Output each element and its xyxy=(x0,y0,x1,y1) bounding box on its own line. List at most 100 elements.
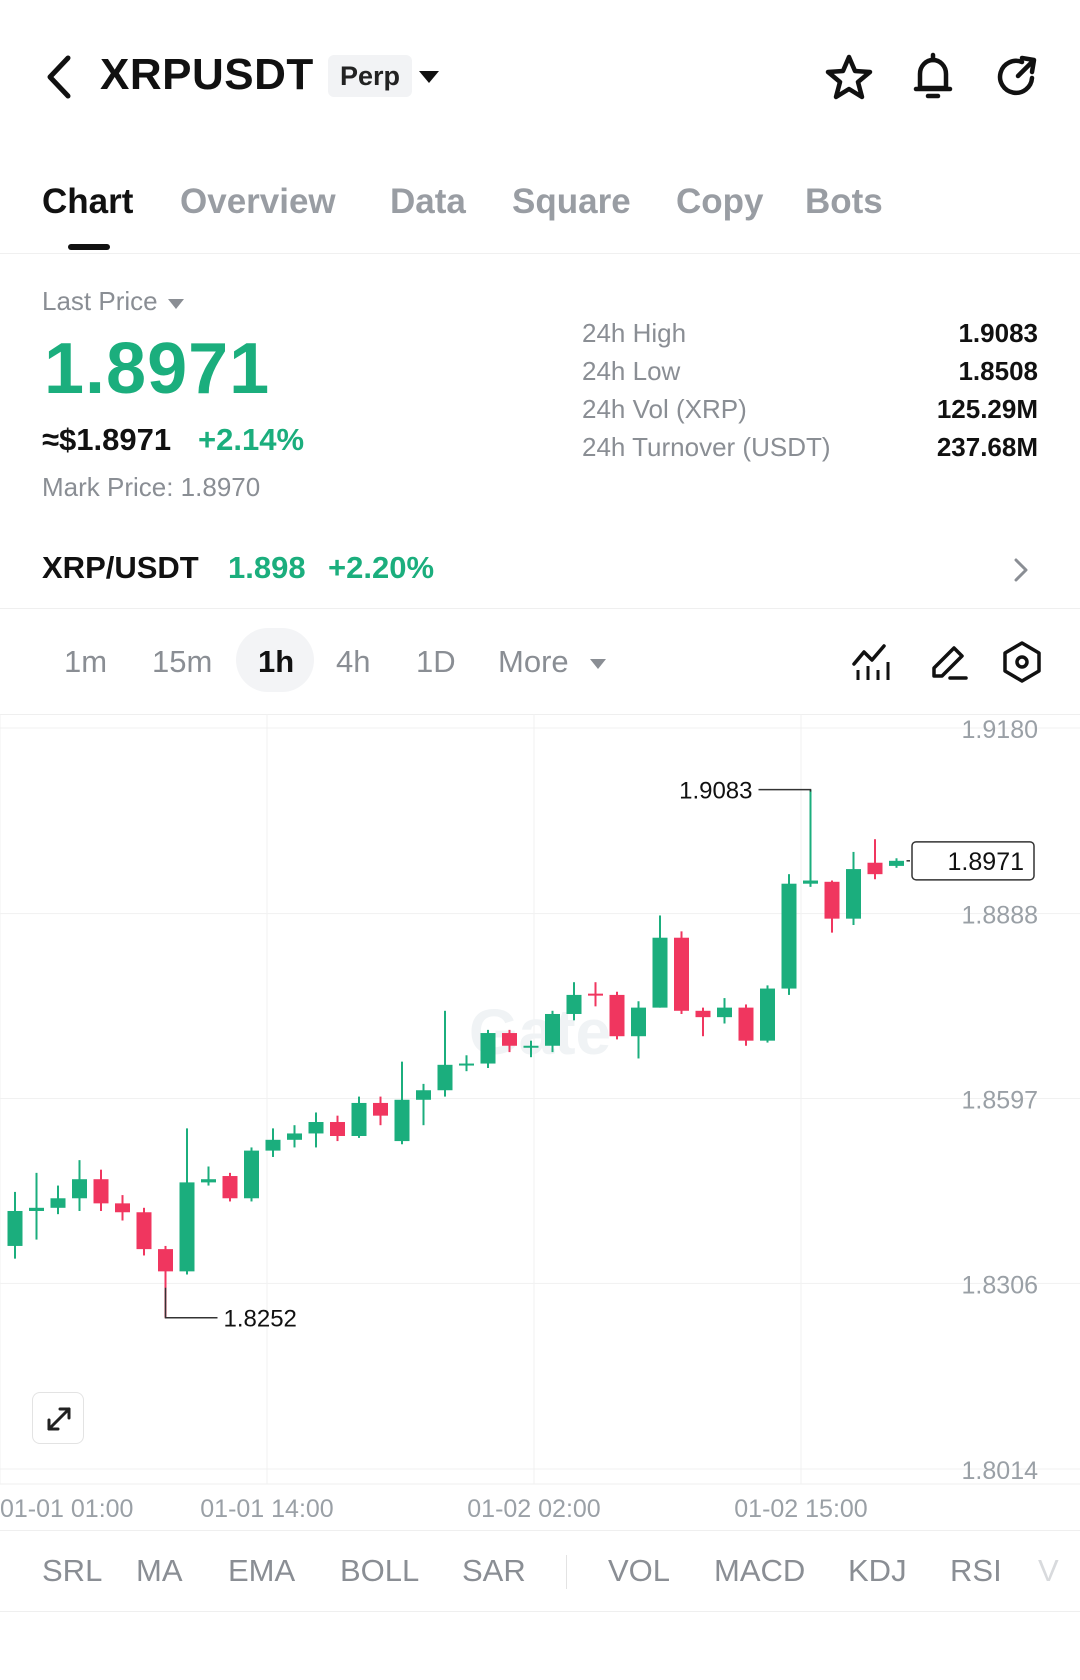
y-axis-tick-label: 1.8888 xyxy=(962,902,1038,930)
indicator-rsi[interactable]: RSI xyxy=(950,1553,1002,1588)
y-axis-tick-label: 1.8014 xyxy=(962,1457,1039,1485)
candle-body xyxy=(158,1249,173,1272)
low-marker-label: 1.8252 xyxy=(224,1306,297,1333)
interval-more[interactable]: More xyxy=(498,644,569,679)
candle-body xyxy=(416,1090,431,1100)
divider xyxy=(0,714,1080,715)
current-price-label: 1.8971 xyxy=(948,848,1024,876)
indicator-sar[interactable]: SAR xyxy=(462,1553,526,1588)
tab-data[interactable]: Data xyxy=(390,182,466,221)
x-axis-tick-label: 01-02 15:00 xyxy=(734,1495,867,1523)
candle-body xyxy=(889,860,904,866)
expand-icon xyxy=(47,1407,71,1431)
spot-change: +2.20% xyxy=(328,550,435,585)
tab-overview[interactable]: Overview xyxy=(180,182,336,221)
interval-1m[interactable]: 1m xyxy=(64,644,108,679)
candlestick-chart[interactable]: 1.9180 1.8888 1.8597 1.8306 1.8014 01-01 01:0… xyxy=(0,714,1080,1524)
candle-body xyxy=(738,1007,754,1041)
indicator-ema[interactable]: EMA xyxy=(228,1553,296,1588)
candle-body xyxy=(244,1150,259,1199)
indicator-overflow[interactable]: V xyxy=(1038,1553,1059,1588)
candle-body xyxy=(502,1033,517,1046)
spot-pair-row[interactable]: XRP/USDT 1.898 +2.20% xyxy=(0,536,1080,608)
refresh-icon[interactable] xyxy=(992,52,1042,102)
mark-price: Mark Price: 1.8970 xyxy=(42,472,261,502)
stat-label-volume: 24h Vol (XRP) xyxy=(582,394,747,424)
indicator-kdj[interactable]: KDJ xyxy=(848,1553,907,1588)
candle-body xyxy=(308,1122,324,1134)
interval-selector: 1m 15m 1h 4h 1D More xyxy=(0,628,1080,698)
caret-down-icon[interactable] xyxy=(166,296,186,312)
candle-body xyxy=(330,1122,345,1136)
bell-icon[interactable] xyxy=(908,52,958,102)
candle-body xyxy=(29,1207,44,1211)
active-interval-pill xyxy=(236,628,314,692)
candle-body xyxy=(824,881,840,919)
candle-body xyxy=(265,1139,281,1151)
candle-body xyxy=(695,1010,711,1018)
y-axis-tick-label: 1.8306 xyxy=(962,1271,1038,1299)
stat-label-low: 24h Low xyxy=(582,356,681,386)
candle-body xyxy=(136,1212,152,1250)
settings-hex-icon[interactable] xyxy=(1000,640,1044,684)
chevron-right-icon xyxy=(1014,558,1028,582)
indicator-vol[interactable]: VOL xyxy=(608,1553,671,1588)
fullscreen-button[interactable] xyxy=(32,1392,84,1444)
candle-body xyxy=(588,993,603,996)
divider xyxy=(0,608,1080,609)
caret-down-icon[interactable] xyxy=(588,656,608,672)
tab-chart[interactable]: Chart xyxy=(42,182,134,221)
tab-bots[interactable]: Bots xyxy=(805,182,883,221)
back-arrow-icon[interactable] xyxy=(40,52,80,102)
candle-body xyxy=(459,1063,474,1066)
candle-body xyxy=(717,1007,732,1018)
candle-body xyxy=(545,1013,560,1046)
interval-15m[interactable]: 15m xyxy=(152,644,213,679)
price-change-percent: +2.14% xyxy=(198,422,305,457)
main-tabs: Chart Overview Data Square Copy Bots xyxy=(0,170,1080,254)
last-price-label[interactable]: Last Price xyxy=(42,286,158,316)
tab-square[interactable]: Square xyxy=(512,182,631,221)
indicator-icon[interactable] xyxy=(850,640,894,684)
candle-body xyxy=(179,1182,195,1272)
contract-type-badge[interactable]: Perp xyxy=(328,55,413,97)
x-axis-tick-label: 01-01 01:00 xyxy=(0,1495,133,1523)
stat-value-turnover: 237.68M xyxy=(936,432,1038,462)
candle-body xyxy=(93,1179,109,1204)
candle-body xyxy=(609,994,625,1037)
y-axis-tick-label: 1.9180 xyxy=(962,716,1038,744)
low-marker-line xyxy=(164,1287,218,1319)
candle-body xyxy=(437,1064,453,1091)
spot-pair-name: XRP/USDT xyxy=(42,550,199,585)
candle-body xyxy=(846,869,861,919)
candle-body xyxy=(201,1179,216,1183)
candle-body xyxy=(222,1176,238,1199)
interval-4h[interactable]: 4h xyxy=(336,644,371,679)
draw-pen-icon[interactable] xyxy=(926,640,970,684)
stat-label-high: 24h High xyxy=(582,318,687,348)
candle-body xyxy=(674,937,689,1011)
stat-value-volume: 125.29M xyxy=(936,394,1038,424)
indicator-macd[interactable]: MACD xyxy=(714,1553,806,1588)
star-icon[interactable] xyxy=(824,52,874,102)
candle-body xyxy=(867,862,883,875)
interval-1h[interactable]: 1h xyxy=(258,644,295,679)
candle-body xyxy=(50,1198,66,1208)
candle-body xyxy=(373,1102,388,1116)
symbol-title[interactable]: XRPUSDT xyxy=(100,50,314,99)
indicator-srl[interactable]: SRL xyxy=(42,1553,103,1588)
candle-body xyxy=(287,1133,302,1140)
candle-body xyxy=(566,994,582,1014)
high-marker-label: 1.9083 xyxy=(679,778,752,805)
interval-1d[interactable]: 1D xyxy=(416,644,456,679)
usd-price: ≈$1.8971 xyxy=(42,422,172,457)
candle-body xyxy=(394,1099,410,1142)
tab-copy[interactable]: Copy xyxy=(676,182,764,221)
indicator-ma[interactable]: MA xyxy=(136,1553,183,1588)
indicator-boll[interactable]: BOLL xyxy=(340,1553,420,1588)
y-axis-tick-label: 1.8597 xyxy=(962,1087,1038,1115)
caret-down-icon[interactable] xyxy=(416,64,442,90)
stat-value-low: 1.8508 xyxy=(958,356,1038,386)
x-axis-tick-label: 01-01 14:00 xyxy=(200,1495,333,1523)
spot-price: 1.898 xyxy=(228,550,306,585)
